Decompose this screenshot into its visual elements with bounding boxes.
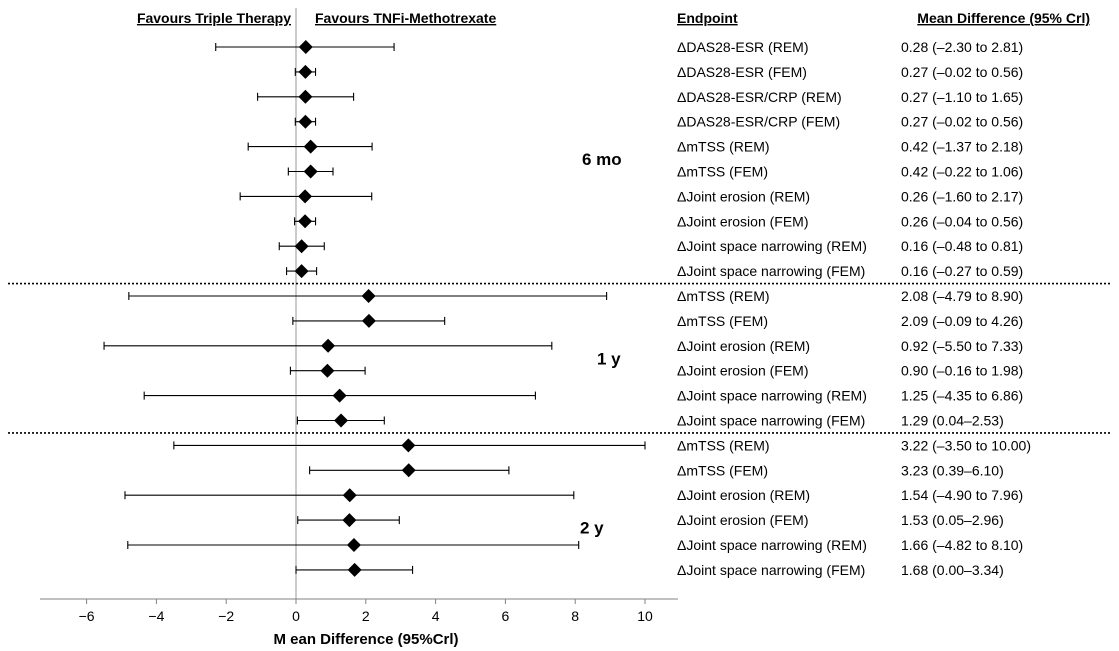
estimate-text: 2.08 (–4.79 to 8.90): [901, 288, 1023, 304]
estimate-text: 2.09 (–0.09 to 4.26): [901, 313, 1023, 329]
estimate-text: 3.22 (–3.50 to 10.00): [901, 437, 1031, 453]
estimate-diamond: [298, 214, 313, 229]
estimate-diamond: [342, 488, 357, 503]
estimate-text: 0.16 (–0.48 to 0.81): [901, 238, 1023, 254]
endpoint-label: ΔDAS28-ESR/CRP (FEM): [677, 114, 840, 130]
endpoint-label: ΔJoint space narrowing (REM): [677, 238, 867, 254]
endpoint-header: Endpoint: [677, 10, 738, 26]
endpoint-label: ΔJoint erosion (REM): [677, 188, 810, 204]
favours-right-label: Favours TNFi-Methotrexate: [315, 10, 496, 26]
estimate-text: 1.25 (–4.35 to 6.86): [901, 388, 1023, 404]
endpoint-label: ΔDAS28-ESR (REM): [677, 39, 808, 55]
estimate-diamond: [346, 538, 361, 552]
estimate-diamond: [320, 363, 335, 378]
x-tick-label: 2: [362, 608, 370, 624]
favours-left-label: Favours Triple Therapy: [137, 10, 291, 26]
endpoint-label: ΔDAS28-ESR/CRP (REM): [677, 89, 842, 105]
endpoint-label: ΔJoint erosion (REM): [677, 487, 810, 503]
estimate-diamond: [332, 388, 347, 403]
x-tick-label: −4: [148, 608, 164, 624]
x-tick-label: 6: [502, 608, 510, 624]
estimate-text: 0.28 (–2.30 to 2.81): [901, 39, 1023, 55]
estimate-diamond: [361, 313, 376, 328]
estimate-text: 0.92 (–5.50 to 7.33): [901, 338, 1023, 354]
x-tick-label: −6: [79, 608, 95, 624]
endpoint-label: ΔJoint erosion (FEM): [677, 512, 809, 528]
estimate-text: 1.54 (–4.90 to 7.96): [901, 487, 1023, 503]
estimate-diamond: [342, 513, 357, 528]
x-axis-label: M ean Difference (95%Crl): [273, 631, 458, 648]
endpoint-label: ΔDAS28-ESR (FEM): [677, 64, 807, 80]
estimate-text: 1.29 (0.04–2.53): [901, 413, 1004, 429]
endpoint-label: ΔJoint space narrowing (FEM): [677, 413, 865, 429]
estimate-text: 1.53 (0.05–2.96): [901, 512, 1004, 528]
estimate-text: 0.26 (–1.60 to 2.17): [901, 188, 1023, 204]
estimate-text: 0.26 (–0.04 to 0.56): [901, 213, 1023, 229]
estimate-diamond: [298, 89, 313, 104]
estimate-text: 0.90 (–0.16 to 1.98): [901, 363, 1023, 379]
estimate-diamond: [361, 289, 376, 303]
estimate-text: 0.27 (–0.02 to 0.56): [901, 64, 1023, 80]
group-label: 2 y: [580, 519, 604, 538]
endpoint-label: ΔJoint space narrowing (FEM): [677, 562, 865, 578]
estimate-header: Mean Difference (95% Crl): [917, 10, 1090, 26]
endpoint-label: ΔJoint space narrowing (FEM): [677, 263, 865, 279]
estimate-diamond: [401, 438, 416, 453]
endpoint-label: ΔJoint space narrowing (REM): [677, 537, 867, 553]
endpoint-label: ΔmTSS (REM): [677, 437, 770, 453]
estimate-diamond: [298, 189, 313, 204]
estimate-diamond: [303, 164, 318, 179]
group-label: 6 mo: [582, 150, 622, 169]
estimate-diamond: [303, 139, 318, 154]
estimate-text: 1.66 (–4.82 to 8.10): [901, 537, 1023, 553]
estimate-text: 0.16 (–0.27 to 0.59): [901, 263, 1023, 279]
estimate-text: 3.23 (0.39–6.10): [901, 462, 1004, 478]
estimate-diamond: [347, 562, 362, 577]
x-tick-label: 0: [292, 608, 300, 624]
x-tick-label: −2: [218, 608, 234, 624]
estimate-diamond: [298, 114, 313, 129]
endpoint-label: ΔJoint erosion (REM): [677, 338, 810, 354]
endpoint-label: ΔJoint space narrowing (REM): [677, 388, 867, 404]
x-tick-label: 10: [637, 608, 653, 624]
estimate-text: 0.27 (–1.10 to 1.65): [901, 89, 1023, 105]
estimate-diamond: [321, 338, 336, 353]
endpoint-label: ΔmTSS (FEM): [677, 313, 768, 329]
estimate-text: 0.42 (–0.22 to 1.06): [901, 164, 1023, 180]
group-label: 1 y: [597, 349, 621, 368]
estimate-text: 0.27 (–0.02 to 0.56): [901, 114, 1023, 130]
estimate-diamond: [401, 463, 416, 478]
endpoint-label: ΔmTSS (FEM): [677, 164, 768, 180]
estimate-diamond: [298, 40, 313, 54]
endpoint-label: ΔJoint erosion (FEM): [677, 363, 809, 379]
estimate-text: 0.42 (–1.37 to 2.18): [901, 139, 1023, 155]
estimate-diamond: [334, 413, 349, 428]
endpoint-label: ΔmTSS (REM): [677, 288, 770, 304]
x-tick-label: 8: [571, 608, 579, 624]
endpoint-label: ΔJoint erosion (FEM): [677, 213, 809, 229]
estimate-diamond: [298, 64, 313, 79]
endpoint-label: ΔmTSS (FEM): [677, 462, 768, 478]
estimate-diamond: [294, 264, 309, 279]
x-tick-label: 4: [432, 608, 440, 624]
estimate-text: 1.68 (0.00–3.34): [901, 562, 1004, 578]
endpoint-label: ΔmTSS (REM): [677, 139, 770, 155]
estimate-diamond: [294, 239, 309, 254]
